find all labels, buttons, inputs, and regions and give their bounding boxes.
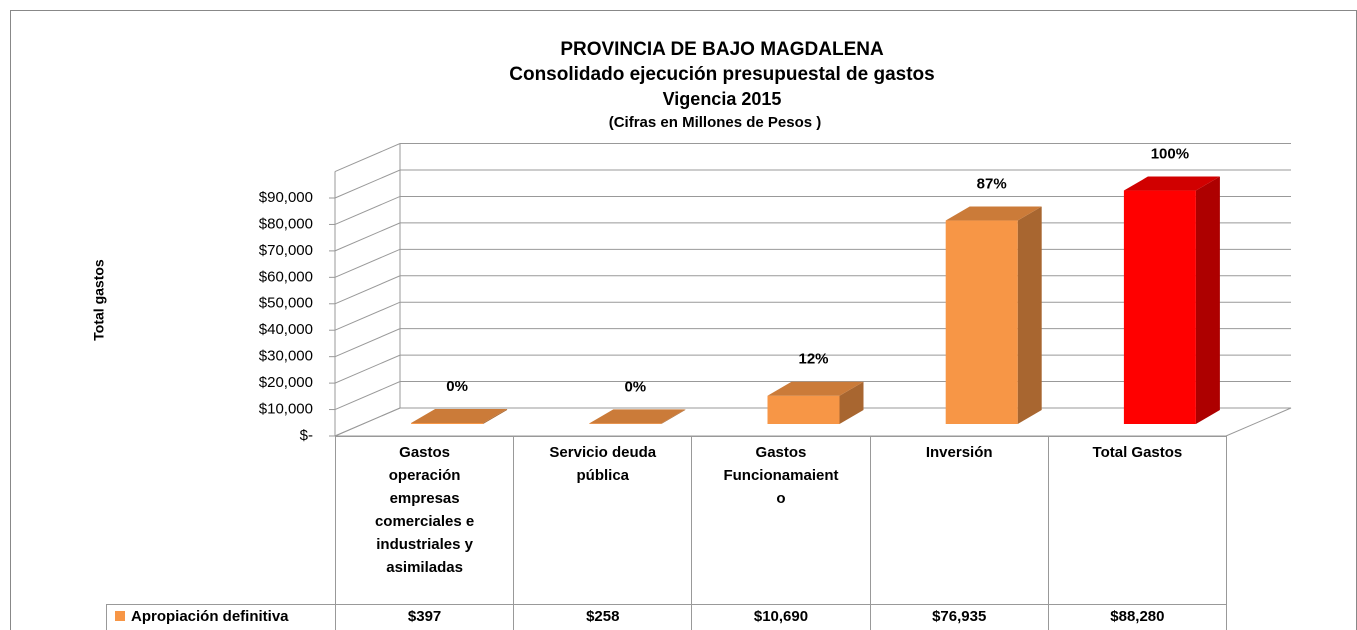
bar-top: [411, 408, 508, 423]
table-value: $397: [335, 604, 515, 630]
category-cell-text: Total Gastos: [1092, 444, 1183, 461]
chart-title: Consolidado ejecución presupuestal de ga…: [509, 64, 934, 85]
category-cell-text: Gastos Funcionamaiento: [723, 444, 839, 507]
table-value-text: $76,935: [932, 608, 987, 625]
grid-line: [334, 169, 1291, 199]
legend-swatch: [115, 611, 125, 621]
bar: [411, 422, 484, 424]
category-cell: Servicio deuda pública: [513, 436, 693, 605]
category-cell-text: Gastos operación empresas comerciales e …: [374, 444, 475, 576]
bar-side: [839, 381, 864, 424]
table-value: $76,935: [869, 604, 1049, 630]
bar: [589, 423, 662, 424]
table-value: $10,690: [691, 604, 871, 630]
y-tick-label: $70,000: [259, 242, 313, 259]
legend-label: Apropiación definitiva: [131, 608, 289, 625]
table-value: $88,280: [1047, 604, 1227, 630]
y-tick-label: $90,000: [259, 189, 313, 206]
data-label: 0%: [624, 378, 646, 395]
category-cell: Total Gastos: [1047, 436, 1227, 605]
table-value-text: $10,690: [753, 608, 809, 625]
data-label: 0%: [446, 378, 468, 395]
data-label: 12%: [798, 351, 828, 368]
y-tick-label: $30,000: [259, 348, 313, 365]
bar-side: [661, 409, 686, 424]
y-tick-label: $10,000: [259, 401, 313, 418]
bar: [767, 395, 840, 424]
bar-side: [1195, 176, 1220, 424]
category-cell: Inversión: [869, 436, 1049, 605]
bar-side: [1017, 206, 1042, 424]
bar-top: [589, 409, 686, 424]
y-tick-label: $80,000: [259, 215, 313, 232]
table-value-text: $88,280: [1110, 608, 1165, 625]
bar: [945, 220, 1018, 424]
table-value-text: $397: [407, 608, 442, 625]
chart-title: Vigencia 2015: [663, 89, 782, 109]
y-tick-label: $50,000: [259, 295, 313, 312]
table-value: $258: [513, 604, 693, 630]
category-cell: Gastos operación empresas comerciales e …: [335, 436, 515, 605]
data-label: 100%: [1151, 146, 1189, 163]
bar-top: [1123, 176, 1220, 191]
bar-top: [767, 381, 864, 396]
bar-side: [483, 408, 508, 424]
grid-line: [334, 195, 1291, 225]
data-label: 87%: [977, 176, 1007, 193]
y-tick-label: $-: [300, 427, 313, 444]
y-tick-label: $40,000: [259, 321, 313, 338]
y-tick-label: $60,000: [259, 268, 313, 285]
category-cell: Gastos Funcionamaiento: [691, 436, 871, 605]
back-wall: [334, 143, 1291, 173]
bar-top: [945, 206, 1042, 221]
table-value-text: $258: [586, 608, 620, 625]
category-cell-text: Inversión: [925, 444, 993, 461]
y-tick-label: $20,000: [259, 374, 313, 391]
legend-cell: Apropiación definitiva: [106, 604, 336, 630]
chart-subtitle: (Cifras en Millones de Pesos ): [609, 114, 822, 131]
chart-title: PROVINCIA DE BAJO MAGDALENA: [560, 39, 884, 60]
y-axis-title: Total gastos: [91, 259, 107, 341]
category-cell-text: Servicio deuda pública: [549, 444, 657, 484]
bar: [1123, 190, 1196, 424]
